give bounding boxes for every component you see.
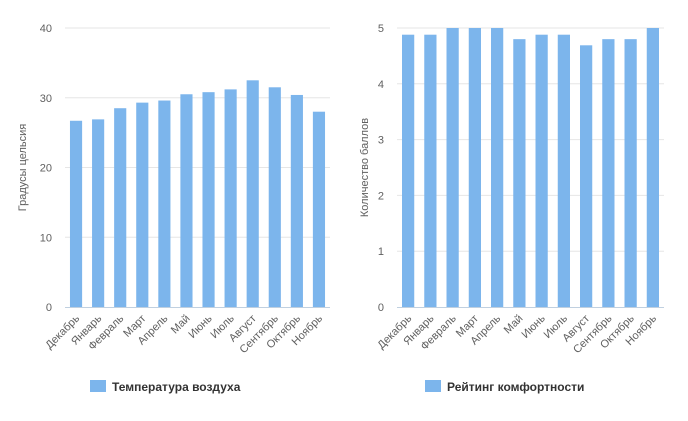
legend-label: Рейтинг комфортности [447,380,584,394]
bar [92,119,105,307]
bar [491,28,504,307]
comfort-rating-chart: 0 1 2 3 4 5 Декабрь Январь Февраль Март Апрель Май И… [344,0,688,421]
legend-label: Температура воздуха [112,380,241,394]
bar [402,34,415,308]
bar [180,94,193,307]
legend: Рейтинг комфортности [425,380,584,394]
bar [468,28,481,307]
x-tick-label: Июнь [186,312,214,340]
y-tick-label: 4 [378,79,384,91]
bar [202,92,215,307]
y-tick-label: 3 [378,135,384,147]
bar [69,120,83,307]
comfort-rating-chart-svg: 012345ДекабрьЯнварьФевральМартАпрельМайИ… [359,23,664,394]
bar [246,80,259,307]
temperature-chart: 0 10 20 30 40 Декабрь Январь Февраль Март Апрель М… [17,23,330,394]
bar [580,45,593,307]
y-tick-label: 0 [46,302,52,314]
bar [268,87,281,307]
y-tick-label: 2 [378,190,384,202]
bar [535,34,548,308]
bar [424,34,437,308]
bar [290,94,303,308]
bar [158,100,171,307]
y-tick-label: 20 [40,163,52,175]
bar [602,39,615,307]
bar [224,89,237,307]
x-tick-label: Июнь [519,312,547,340]
bar [646,28,659,307]
bar [624,39,637,307]
bar [557,34,570,308]
legend-swatch [425,380,441,392]
temperature-chart-svg: 010203040ДекабрьЯнварьФевральМартАпрельМ… [17,23,330,394]
y-axis-title: Количество баллов [359,118,371,217]
bar [136,102,149,307]
y-tick-label: 10 [40,232,52,244]
y-tick-label: 5 [378,23,384,35]
bar [312,111,326,307]
y-tick-label: 0 [378,302,384,314]
y-tick-label: 1 [378,246,384,258]
y-tick-label: 30 [40,93,52,105]
bar [446,28,459,307]
bar [114,108,127,308]
bar [513,39,526,307]
legend-swatch [90,380,106,392]
legend: Температура воздуха [90,380,241,394]
y-tick-label: 40 [40,23,52,35]
y-axis-title: Градусы цельсия [17,124,29,212]
